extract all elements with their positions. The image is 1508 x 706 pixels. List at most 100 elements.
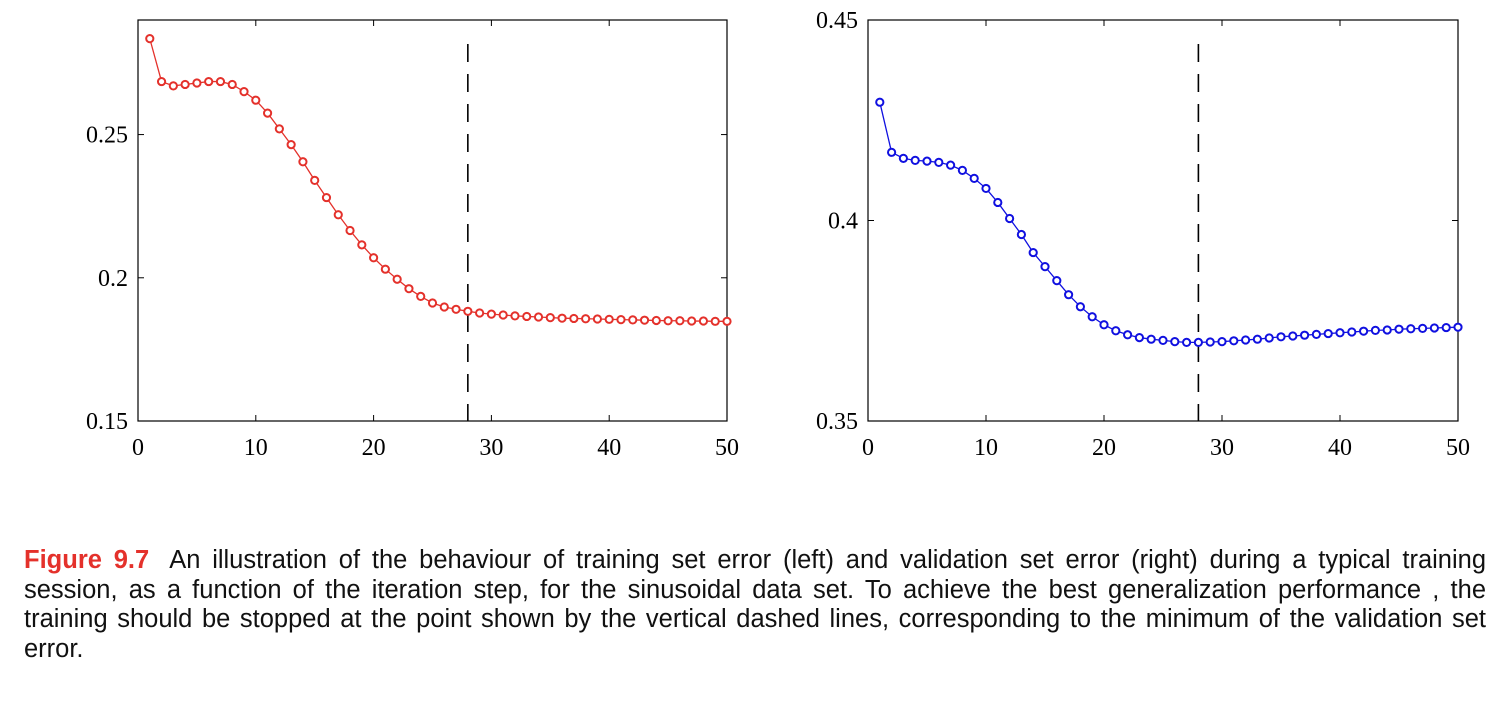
data-point — [227, 79, 237, 90]
y-tick-label: 0.25 — [86, 123, 128, 149]
data-point — [1441, 322, 1451, 333]
data-point — [898, 153, 909, 163]
y-tick-label: 0.15 — [86, 409, 128, 435]
x-tick-label: 50 — [715, 435, 739, 461]
data-point — [168, 81, 178, 91]
x-tick-label: 40 — [1328, 435, 1352, 461]
data-point — [156, 76, 167, 87]
data-point — [1370, 325, 1381, 335]
validation-error-chart: 0 10 20 30 40 50 0.35 0.4 0.45 — [816, 8, 1470, 461]
data-point — [675, 316, 685, 326]
data-point — [581, 314, 591, 324]
data-point — [380, 264, 390, 274]
data-point — [1205, 337, 1215, 347]
data-point — [522, 311, 532, 322]
data-point — [145, 34, 155, 44]
data-point — [651, 315, 661, 326]
x-tick-label: 0 — [132, 435, 144, 461]
data-point — [946, 160, 956, 170]
data-point — [1158, 335, 1168, 345]
series-line — [879, 102, 1459, 344]
data-point — [1323, 328, 1333, 339]
data-point — [333, 210, 343, 220]
data-point — [463, 306, 473, 316]
x-tick-label: 20 — [362, 435, 386, 461]
data-point — [510, 311, 520, 321]
data-point — [604, 314, 614, 324]
data-point — [498, 310, 508, 320]
data-point — [1382, 325, 1392, 335]
data-point — [298, 157, 308, 167]
figure-caption: Figure 9.7 An illustration of the behavio… — [24, 546, 1486, 664]
data-point — [592, 314, 603, 324]
data-point — [639, 315, 650, 325]
data-point — [1311, 329, 1322, 339]
data-point — [1052, 276, 1062, 286]
data-point — [1016, 229, 1027, 240]
x-tick-label: 50 — [1446, 435, 1470, 461]
data-point — [1087, 312, 1097, 322]
data-point — [1418, 323, 1428, 333]
data-point — [427, 298, 438, 308]
x-tick-label: 10 — [974, 435, 998, 461]
data-point — [239, 87, 249, 97]
data-point — [357, 240, 367, 250]
data-point — [687, 316, 697, 326]
plot-frame — [137, 19, 728, 422]
data-point — [1040, 262, 1050, 272]
y-tick-label: 0.4 — [828, 209, 858, 235]
data-point — [545, 312, 555, 323]
data-point — [875, 97, 885, 107]
data-point — [451, 304, 461, 314]
data-point — [981, 183, 991, 194]
figure-caption-text: An illustration of the behaviour of trai… — [24, 546, 1486, 663]
data-point — [910, 155, 920, 165]
data-point — [392, 274, 402, 284]
y-tick-label: 0.2 — [98, 266, 128, 292]
data-point — [628, 315, 638, 325]
data-point — [475, 308, 485, 318]
data-point — [251, 95, 261, 105]
data-point — [1005, 213, 1015, 224]
data-point — [1099, 320, 1109, 330]
data-point — [934, 157, 944, 167]
y-tick-label: 0.45 — [816, 8, 858, 34]
data-point — [663, 316, 673, 326]
data-point — [1252, 334, 1263, 344]
figure-charts: 0 10 20 30 40 50 0.15 0.2 0.25 0 10 20 30 40 50 0.35 0.… — [86, 8, 1470, 461]
data-point — [345, 225, 355, 236]
data-point — [957, 165, 968, 175]
data-point — [215, 76, 226, 87]
data-point — [969, 173, 979, 183]
data-point — [698, 316, 709, 326]
data-point — [616, 315, 626, 325]
x-tick-label: 0 — [862, 435, 874, 461]
data-point — [922, 156, 932, 166]
data-point — [310, 175, 320, 185]
data-point — [1111, 326, 1121, 336]
data-point — [1453, 322, 1463, 332]
data-point — [1064, 290, 1074, 300]
x-tick-label: 40 — [597, 435, 621, 461]
series-line — [149, 38, 727, 322]
data-point — [369, 253, 379, 263]
data-point — [274, 124, 284, 134]
data-point — [404, 284, 414, 294]
plot-frame — [867, 19, 1459, 422]
data-point — [1394, 324, 1404, 334]
data-point — [439, 302, 449, 312]
data-point — [1288, 331, 1298, 341]
data-point — [533, 312, 544, 322]
data-point — [1347, 327, 1357, 337]
data-point — [1406, 324, 1416, 334]
data-point — [180, 79, 190, 90]
data-point — [1429, 323, 1440, 333]
data-point — [1229, 336, 1239, 346]
data-point — [1028, 247, 1038, 258]
training-error-chart: 0 10 20 30 40 50 0.15 0.2 0.25 — [86, 19, 739, 461]
data-point — [286, 139, 296, 150]
data-point — [1123, 330, 1133, 340]
data-point — [486, 309, 496, 319]
x-tick-label: 20 — [1092, 435, 1116, 461]
data-point — [1193, 337, 1204, 348]
